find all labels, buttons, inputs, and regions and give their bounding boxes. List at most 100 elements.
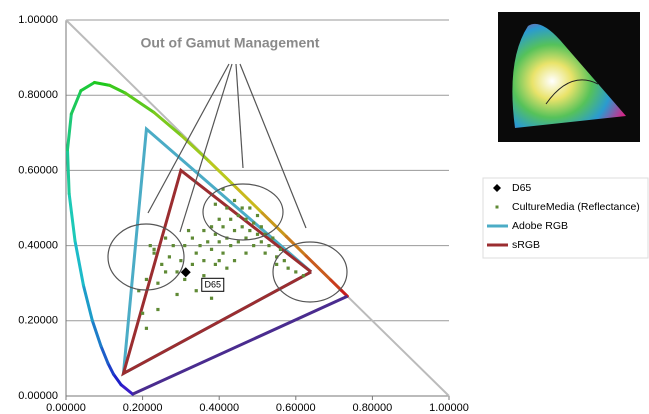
legend-swatch bbox=[495, 205, 499, 209]
spectral-locus-segment bbox=[329, 278, 343, 292]
point-marker bbox=[141, 311, 145, 315]
point-marker bbox=[179, 259, 183, 263]
point-marker bbox=[255, 213, 260, 218]
point-marker bbox=[221, 187, 225, 191]
spectral-locus-segment bbox=[65, 148, 71, 196]
y-tick-label: 0.40000 bbox=[18, 240, 58, 252]
point-marker bbox=[286, 266, 290, 270]
point-marker bbox=[144, 277, 149, 282]
plot-area: 0.00000 0.20000 0.40000 0.60000 0.80000 1.000… bbox=[18, 14, 469, 414]
spectral-locus-segment bbox=[65, 112, 73, 152]
point-marker bbox=[209, 296, 214, 300]
point-marker bbox=[194, 251, 198, 255]
point-marker bbox=[267, 244, 271, 248]
point-marker bbox=[152, 247, 156, 251]
point-marker bbox=[137, 289, 141, 293]
point-marker bbox=[252, 244, 256, 248]
pointer-line bbox=[239, 63, 307, 229]
point-marker bbox=[236, 213, 240, 218]
spectral-locus-segment bbox=[207, 159, 238, 189]
spectral-locus-segment bbox=[90, 319, 103, 348]
point-marker bbox=[301, 274, 306, 278]
point-marker bbox=[209, 247, 214, 251]
spectral-locus-segment bbox=[180, 134, 211, 163]
point-marker bbox=[183, 277, 187, 282]
point-marker bbox=[248, 228, 252, 233]
point-marker bbox=[259, 225, 263, 229]
point-marker bbox=[217, 217, 221, 221]
point-marker bbox=[244, 251, 248, 255]
annotation-title: Out of Gamut Management bbox=[141, 35, 320, 51]
point-marker bbox=[202, 228, 206, 233]
spectral-locus-segment bbox=[112, 372, 123, 387]
pointer-line bbox=[147, 63, 230, 214]
point-marker bbox=[294, 270, 298, 274]
point-marker bbox=[240, 225, 244, 229]
purple-line bbox=[132, 294, 349, 396]
inset-image bbox=[498, 12, 640, 142]
spectral-locus-segment bbox=[119, 383, 135, 396]
point-marker bbox=[202, 274, 206, 278]
y-tick-label: 0.20000 bbox=[18, 315, 58, 327]
point-marker bbox=[236, 240, 240, 244]
point-marker bbox=[275, 255, 279, 259]
spectral-locus-segment bbox=[99, 344, 110, 365]
inset-curve bbox=[545, 79, 599, 105]
point-marker bbox=[190, 236, 194, 240]
point-marker bbox=[263, 251, 267, 255]
point-marker bbox=[148, 244, 152, 248]
point-marker bbox=[232, 259, 237, 263]
spectral-locus-segment bbox=[92, 80, 112, 87]
point-marker bbox=[213, 232, 217, 236]
spectral-locus-segment bbox=[234, 185, 264, 215]
point-marker bbox=[240, 206, 244, 210]
point-marker bbox=[263, 232, 267, 236]
spectral-locus-segment bbox=[73, 239, 85, 287]
spectral-locus-segment bbox=[152, 110, 184, 138]
point-marker bbox=[180, 267, 191, 278]
point-marker bbox=[144, 326, 149, 330]
point-marker bbox=[244, 236, 248, 240]
spectral-locus-segment bbox=[108, 83, 127, 95]
x-tick-label: 0.00000 bbox=[46, 402, 86, 414]
pointer-line bbox=[179, 63, 233, 233]
point-marker bbox=[186, 228, 191, 233]
point-marker bbox=[221, 225, 225, 229]
legend-label: D65 bbox=[512, 182, 531, 194]
point-marker bbox=[156, 307, 160, 312]
x-tick-label: 0.20000 bbox=[123, 402, 163, 414]
point-marker bbox=[221, 251, 225, 255]
legend-label: sRGB bbox=[512, 239, 540, 251]
y-tick-label: 0.60000 bbox=[18, 164, 58, 176]
inset-horseshoe bbox=[512, 23, 626, 128]
x-tick-label: 1.00000 bbox=[429, 402, 469, 414]
gamut-line bbox=[121, 167, 313, 377]
callout-label: D65 bbox=[205, 280, 222, 290]
gamut-ellipse bbox=[272, 241, 348, 303]
point-marker bbox=[163, 270, 168, 274]
point-marker bbox=[171, 244, 175, 248]
y-tick-label: 0.00000 bbox=[18, 390, 58, 402]
point-marker bbox=[175, 292, 179, 297]
x-tick-label: 0.40000 bbox=[199, 402, 239, 414]
legend-box bbox=[482, 177, 649, 259]
point-marker bbox=[248, 206, 252, 210]
point-marker bbox=[275, 262, 279, 266]
legend-label: Adobe RGB bbox=[512, 220, 568, 232]
spectral-locus-segment bbox=[123, 91, 156, 114]
spectral-locus-segment bbox=[260, 211, 288, 239]
point-marker bbox=[194, 289, 198, 293]
point-marker bbox=[152, 251, 156, 255]
point-marker bbox=[160, 262, 164, 266]
y-tick-label: 1.00000 bbox=[18, 14, 58, 26]
spectral-locus-segment bbox=[79, 80, 96, 93]
point-marker bbox=[282, 259, 286, 263]
legend-swatch bbox=[493, 184, 501, 192]
x-tick-label: 0.60000 bbox=[276, 402, 316, 414]
callout-box bbox=[201, 277, 225, 292]
spectral-locus-segment bbox=[284, 235, 308, 258]
point-marker bbox=[232, 198, 237, 203]
spectral-locus-segment bbox=[69, 89, 83, 116]
point-marker bbox=[167, 255, 172, 259]
